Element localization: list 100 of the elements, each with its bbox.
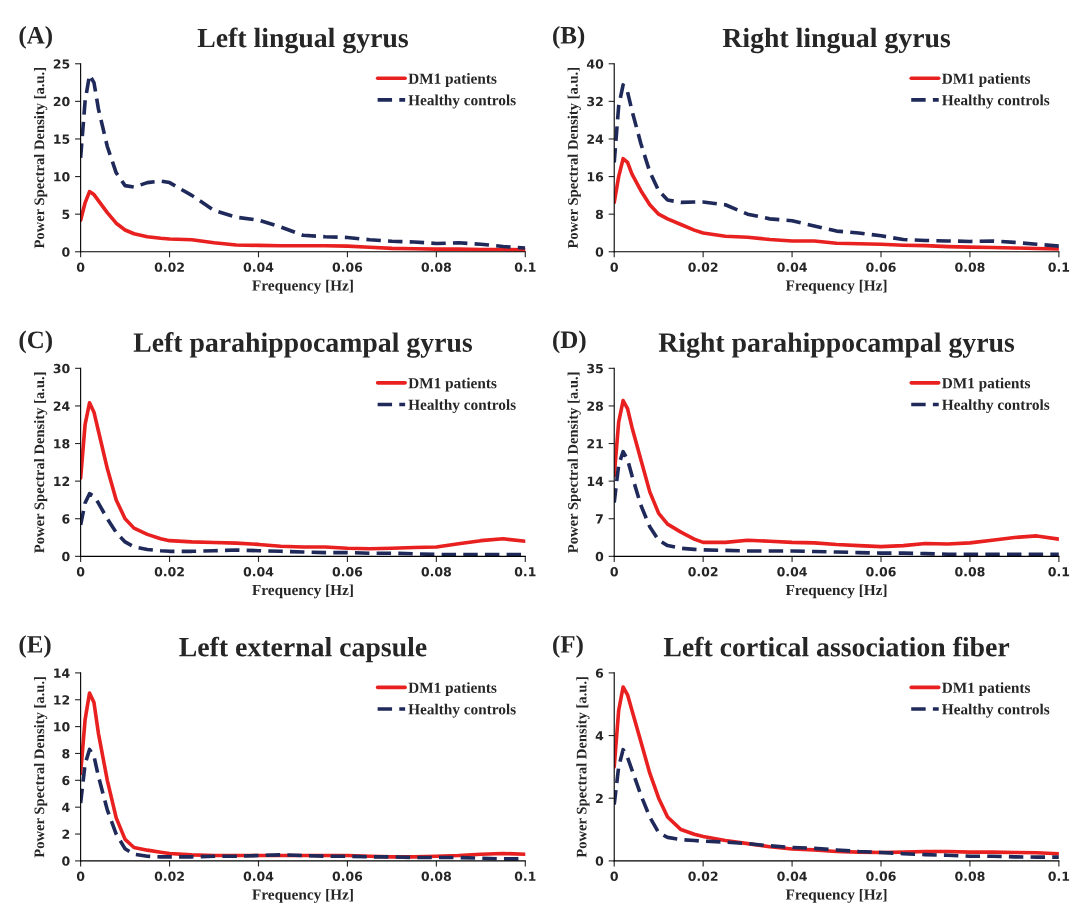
y-axis-title: Power Spectral Density [a.u.]	[567, 68, 581, 249]
x-tick-label: 0.08	[421, 566, 451, 577]
y-tick-label: 21	[587, 439, 603, 449]
y-tick-label: 8	[595, 209, 604, 220]
y-tick-label: 24	[53, 401, 70, 411]
x-tick-label: 0.08	[421, 871, 451, 881]
y-axis-title: Power Spectral Density [a.u.]	[33, 677, 48, 858]
x-tick-label: 0.02	[688, 566, 718, 577]
y-tick-label: 0	[595, 551, 604, 562]
x-axis-title: Frequency [Hz]	[252, 279, 353, 294]
y-tick-label: 30	[53, 363, 70, 374]
y-axis-title: Power Spectral Density [a.u.]	[33, 372, 48, 553]
y-tick-label: 4	[595, 731, 604, 741]
x-axis-title: Frequency [Hz]	[785, 584, 887, 599]
y-tick-label: 14	[54, 668, 70, 678]
legend-label: Healthy controls	[942, 399, 1050, 414]
legend-label: DM1 patients	[408, 682, 497, 697]
y-tick-label: 14	[587, 476, 604, 486]
x-tick-label: 0.1	[1048, 262, 1070, 272]
chart-title: Left cortical association fiber	[663, 636, 1010, 657]
legend-label: Healthy controls	[408, 703, 516, 718]
x-tick-label: 0.02	[688, 871, 718, 881]
text: (F)	[553, 635, 583, 658]
x-tick-label: 0.04	[243, 871, 274, 881]
y-tick-label: 6	[595, 668, 604, 678]
chart-title: Left external capsule	[179, 636, 427, 663]
x-tick-label: 0.04	[243, 262, 274, 272]
x-axis-title: Frequency [Hz]	[252, 888, 353, 903]
x-tick-label: 0.04	[243, 566, 274, 577]
legend-label: DM1 patients	[408, 377, 497, 392]
y-tick-label: 6	[62, 514, 70, 524]
y-tick-label: 15	[54, 134, 70, 144]
chart-title: Right parahippocampal gyrus	[658, 332, 1015, 358]
text: (C)	[19, 330, 52, 354]
y-tick-label: 24	[587, 134, 604, 144]
x-tick-label: 0.04	[777, 871, 807, 881]
y-tick-label: 12	[54, 476, 70, 486]
x-tick-label: 0.06	[332, 262, 363, 272]
legend-label: Healthy controls	[942, 703, 1050, 718]
y-tick-label: 10	[54, 722, 70, 732]
x-tick-label: 0.02	[688, 262, 718, 272]
x-tick-label: 0.06	[866, 566, 896, 577]
text: (A)	[19, 26, 52, 49]
x-tick-label: 0.1	[1048, 871, 1070, 881]
y-tick-label: 6	[62, 775, 70, 786]
x-tick-label: 0.06	[332, 871, 363, 881]
y-tick-label: 8	[62, 748, 70, 759]
x-tick-label: 0	[76, 262, 85, 272]
y-tick-label: 2	[62, 829, 70, 839]
y-axis-title: Power Spectral Density [a.u.]	[33, 68, 48, 249]
chart-title: Left parahippocampal gyrus	[133, 332, 473, 358]
y-tick-label: 7	[595, 514, 603, 524]
x-axis-title: Frequency [Hz]	[785, 279, 887, 294]
y-tick-label: 18	[54, 439, 70, 449]
y-tick-label: 10	[54, 172, 70, 182]
x-tick-label: 0.08	[955, 262, 985, 272]
y-axis-title: Power Spectral Density [a.u.]	[567, 372, 581, 553]
legend-label: Healthy controls	[942, 94, 1050, 109]
y-tick-label: 0	[62, 856, 70, 866]
y-tick-label: 28	[587, 401, 604, 411]
x-tick-label: 0.08	[421, 262, 451, 272]
x-tick-label: 0	[610, 566, 618, 577]
x-tick-label: 0	[76, 566, 85, 577]
x-tick-label: 0.1	[514, 566, 536, 577]
y-tick-label: 4	[62, 802, 70, 812]
chart-title: Left lingual gyrus	[197, 27, 408, 54]
y-tick-label: 25	[53, 59, 70, 69]
legend-label: DM1 patients	[942, 377, 1031, 392]
y-tick-label: 40	[586, 59, 604, 69]
x-tick-label: 0	[610, 871, 618, 881]
x-tick-label: 0.1	[1048, 566, 1070, 577]
x-tick-label: 0.02	[154, 262, 184, 272]
line-series	[614, 398, 1059, 549]
x-axis-title: Frequency [Hz]	[252, 584, 353, 599]
x-tick-label: 0	[610, 262, 618, 272]
line-series	[80, 400, 526, 551]
y-axis-title: Power Spectral Density [a.u.]	[576, 677, 590, 858]
text: (E)	[19, 635, 51, 658]
x-tick-label: 0.06	[866, 262, 896, 272]
x-tick-label: 0	[76, 871, 85, 881]
y-tick-label: 0	[595, 247, 604, 257]
y-tick-label: 12	[54, 695, 70, 705]
legend-label: Healthy controls	[408, 94, 516, 109]
y-tick-label: 5	[62, 209, 70, 220]
x-tick-label: 0.1	[514, 262, 536, 272]
x-axis-title: Frequency [Hz]	[785, 888, 887, 903]
y-tick-label: 35	[587, 363, 603, 374]
x-tick-label: 0.06	[332, 566, 363, 577]
legend-label: DM1 patients	[942, 682, 1031, 697]
y-tick-label: 32	[587, 96, 603, 107]
x-tick-label: 0.08	[955, 871, 985, 881]
x-tick-label: 0.02	[154, 566, 184, 577]
x-tick-label: 0.1	[514, 871, 536, 881]
legend-label: DM1 patients	[942, 73, 1031, 87]
y-tick-label: 2	[596, 793, 603, 803]
legend-label: DM1 patients	[408, 73, 497, 87]
y-tick-label: 0	[595, 856, 604, 866]
x-tick-label: 0.06	[866, 871, 896, 881]
x-tick-label: 0.04	[777, 262, 807, 272]
y-tick-label: 0	[62, 551, 70, 562]
